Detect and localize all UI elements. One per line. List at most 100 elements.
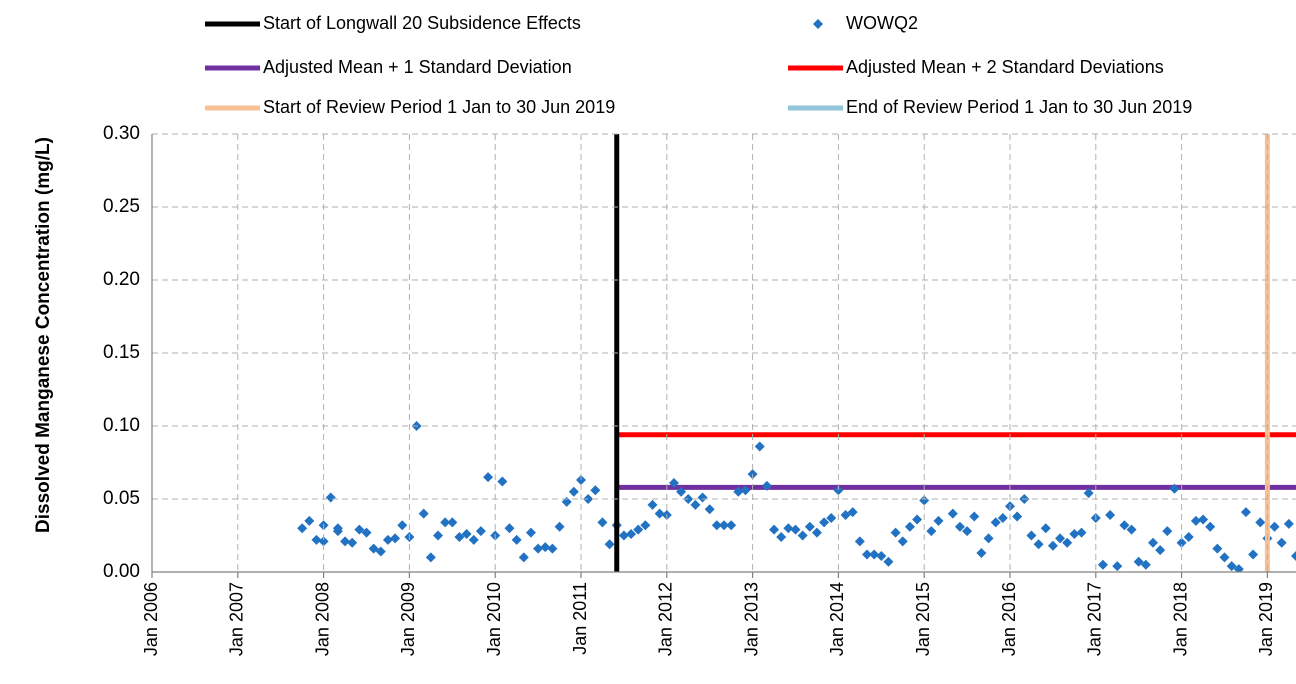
- data-point: [525, 527, 536, 538]
- x-tick-label: Jan 2010: [484, 582, 504, 656]
- data-point: [1097, 559, 1108, 570]
- data-point: [397, 520, 408, 531]
- data-point: [318, 536, 329, 547]
- data-point: [1126, 524, 1137, 535]
- x-tick-label: Jan 2014: [827, 582, 847, 656]
- data-point: [840, 510, 851, 521]
- data-point: [733, 486, 744, 497]
- data-point: [340, 536, 351, 547]
- data-point: [554, 521, 565, 532]
- data-point: [990, 517, 1001, 528]
- y-tick-label: 0.20: [103, 269, 140, 290]
- x-tick-label: Jan 2019: [1256, 582, 1276, 656]
- data-point: [1255, 517, 1266, 528]
- data-point: [947, 508, 958, 519]
- data-point: [819, 517, 830, 528]
- x-tick-label: Jan 2006: [141, 582, 161, 656]
- data-point: [511, 534, 522, 545]
- data-point: [1176, 537, 1187, 548]
- data-point: [790, 524, 801, 535]
- data-point: [761, 480, 772, 491]
- data-point: [833, 485, 844, 496]
- data-point: [1162, 526, 1173, 537]
- data-point: [676, 486, 687, 497]
- data-point: [497, 476, 508, 487]
- data-point: [969, 511, 980, 522]
- x-tick-label: Jan 2013: [741, 582, 761, 656]
- data-point: [361, 527, 372, 538]
- legend-marker: [813, 19, 823, 29]
- data-point: [854, 536, 865, 547]
- plot-area: [297, 134, 1296, 572]
- data-point: [618, 530, 629, 541]
- data-point: [347, 537, 358, 548]
- data-point: [390, 533, 401, 544]
- data-point: [576, 475, 586, 486]
- data-point: [719, 520, 729, 531]
- data-point: [447, 517, 458, 528]
- data-point: [1248, 549, 1259, 560]
- data-point: [540, 542, 551, 553]
- data-point: [847, 507, 858, 518]
- x-tick-label: Jan 2012: [656, 582, 676, 656]
- data-point: [604, 539, 615, 550]
- legend-label: WOWQ2: [846, 13, 918, 33]
- data-point: [1291, 550, 1296, 561]
- data-point: [783, 523, 794, 534]
- data-point: [382, 534, 393, 545]
- data-point: [869, 549, 880, 560]
- data-point: [1105, 510, 1116, 521]
- data-point: [597, 517, 608, 528]
- data-point: [683, 494, 694, 504]
- data-point: [1033, 539, 1044, 550]
- data-point: [454, 531, 465, 542]
- data-point: [797, 530, 808, 541]
- data-point: [997, 512, 1008, 523]
- x-tick-label: Jan 2009: [398, 582, 418, 656]
- data-point: [583, 494, 594, 504]
- data-point: [890, 527, 901, 538]
- legend-label: Adjusted Mean + 2 Standard Deviations: [846, 57, 1164, 77]
- data-point: [804, 521, 815, 532]
- legend-label: Adjusted Mean + 1 Standard Deviation: [263, 57, 572, 77]
- y-tick-label: 0.00: [103, 561, 140, 582]
- data-point: [711, 520, 722, 531]
- data-point: [654, 508, 665, 519]
- data-point: [1133, 556, 1144, 567]
- y-axis-label: Dissolved Manganese Concentration (mg/L): [33, 137, 54, 533]
- data-point: [983, 533, 994, 544]
- data-point: [1148, 537, 1158, 548]
- data-point: [325, 492, 336, 503]
- data-point: [375, 546, 386, 557]
- data-point: [926, 526, 937, 537]
- data-point: [475, 526, 486, 537]
- data-point: [1026, 530, 1037, 541]
- data-point: [332, 523, 343, 534]
- data-point: [1012, 511, 1023, 522]
- data-point: [568, 486, 579, 497]
- data-point: [1240, 507, 1251, 518]
- data-point: [668, 477, 679, 488]
- data-point: [1119, 520, 1130, 531]
- data-point: [433, 530, 443, 541]
- data-point: [440, 517, 451, 528]
- x-tick-label: Jan 2011: [570, 582, 590, 655]
- data-point: [461, 529, 472, 540]
- data-point: [297, 523, 308, 534]
- data-point: [726, 520, 737, 531]
- data-point: [697, 492, 708, 503]
- data-point: [1269, 521, 1280, 532]
- data-point: [1047, 540, 1058, 551]
- data-point: [590, 485, 601, 496]
- data-point: [1183, 531, 1194, 542]
- data-point: [1076, 527, 1087, 538]
- data-point: [1276, 537, 1287, 548]
- data-point: [904, 521, 915, 532]
- legend-label: Start of Longwall 20 Subsidence Effects: [263, 13, 581, 33]
- data-point: [704, 504, 715, 515]
- data-point: [1212, 543, 1223, 554]
- x-tick-label: Jan 2008: [312, 582, 332, 656]
- data-point: [897, 536, 908, 547]
- data-point: [633, 524, 644, 535]
